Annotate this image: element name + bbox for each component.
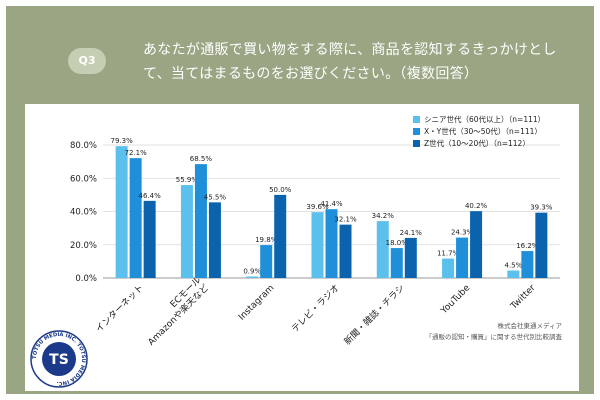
bar — [115, 146, 128, 278]
data-label: 11.7% — [437, 250, 460, 258]
bar — [390, 248, 403, 278]
bar — [246, 276, 259, 278]
data-label: 16.2% — [516, 242, 539, 250]
bar — [507, 270, 520, 278]
legend-item-xy: X・Y世代（30〜50代）（n=111） — [413, 125, 563, 137]
bar — [535, 212, 548, 278]
bar — [260, 245, 273, 278]
bar — [325, 209, 338, 278]
x-tick-label-line: Twitter — [508, 283, 537, 312]
legend-swatch — [413, 127, 420, 135]
data-label: 39.3% — [530, 204, 553, 212]
x-tick-label: YouTube — [439, 283, 473, 317]
data-label: 50.0% — [269, 186, 292, 194]
credit-survey: 「通販の認知・購買」に関する世代別比較調査 — [425, 333, 563, 341]
x-tick-label: Instagram — [237, 283, 276, 322]
data-label: 79.3% — [111, 137, 134, 145]
legend-label: X・Y世代（30〜50代）（n=111） — [424, 126, 542, 136]
y-tick-label: 80.0% — [70, 141, 97, 151]
x-tick-label: テレビ・ラジオ — [290, 282, 342, 334]
y-tick-label: 60.0% — [70, 174, 97, 184]
x-tick-label-line: 新聞・雑誌・チラシ — [341, 282, 407, 348]
bar — [442, 258, 455, 278]
x-tick-label: 新聞・雑誌・チラシ — [341, 282, 407, 348]
bar — [208, 202, 221, 278]
data-label: 40.2% — [465, 202, 488, 210]
y-tick-label: 40.0% — [70, 208, 97, 218]
bar — [129, 158, 142, 278]
data-label: 24.3% — [451, 229, 474, 237]
data-label: 32.1% — [334, 216, 357, 224]
x-tick-label: インターネット — [94, 282, 146, 334]
data-label: 72.1% — [125, 149, 148, 157]
x-tick-label-line: Instagram — [237, 283, 276, 322]
question-text: あなたが通販で買い物をする際に、商品を認知するきっかけとして、当てはまるものをお… — [143, 42, 557, 82]
data-label: 4.5% — [504, 262, 522, 270]
data-label: 19.8% — [255, 236, 278, 244]
bar — [521, 251, 534, 278]
data-label: 45.5% — [204, 193, 227, 201]
legend-item-z: Z世代（10〜20代）（n=112） — [413, 137, 563, 149]
legend-label: シニア世代（60代以上）（n=111） — [424, 114, 546, 124]
x-tick-label-line: Amazonや楽天など — [145, 282, 211, 348]
bar — [143, 200, 156, 278]
question-badge: Q3 — [68, 48, 106, 74]
logo-center — [42, 342, 76, 376]
bar — [339, 224, 352, 278]
y-tick-label: 0.0% — [75, 274, 97, 284]
data-label: 55.9% — [176, 176, 199, 184]
credit-company: 株式会社東通メディア — [497, 322, 562, 330]
question-header — [25, 11, 579, 104]
legend-label: Z世代（10〜20代）（n=112） — [424, 138, 530, 148]
data-label: 68.5% — [190, 155, 213, 163]
data-label: 18.0% — [386, 239, 409, 247]
bar — [470, 211, 483, 278]
x-tick-label-line: インターネット — [94, 282, 146, 334]
company-logo: TOTSU MEDIA INC. TOTSU MEDIA INC. TS — [30, 330, 88, 388]
legend-item-senior: シニア世代（60代以上）（n=111） — [413, 113, 563, 125]
x-tick-label: Twitter — [508, 283, 537, 312]
bar — [311, 212, 324, 278]
x-tick-label-line: テレビ・ラジオ — [290, 282, 342, 334]
logo-mark: TS — [49, 352, 69, 368]
data-label: 34.2% — [372, 212, 395, 220]
data-label: 24.1% — [400, 229, 423, 237]
survey-credit: 株式会社東通メディア 「通販の認知・購買」に関する世代別比較調査 — [426, 321, 563, 343]
data-label: 39.6% — [306, 203, 329, 211]
data-label: 0.9% — [243, 268, 261, 276]
x-tick-label-line: YouTube — [439, 283, 473, 317]
data-label: 41.4% — [320, 200, 343, 208]
y-tick-label: 20.0% — [70, 241, 97, 251]
chart-legend: シニア世代（60代以上）（n=111） X・Y世代（30〜50代）（n=111）… — [413, 113, 563, 149]
bar — [376, 221, 389, 278]
bar — [404, 237, 417, 278]
bar — [180, 185, 193, 278]
data-label: 46.4% — [139, 192, 162, 200]
bar — [274, 194, 287, 278]
bar — [194, 164, 207, 278]
legend-swatch — [413, 139, 420, 147]
bar — [456, 237, 469, 278]
legend-swatch — [413, 115, 420, 123]
